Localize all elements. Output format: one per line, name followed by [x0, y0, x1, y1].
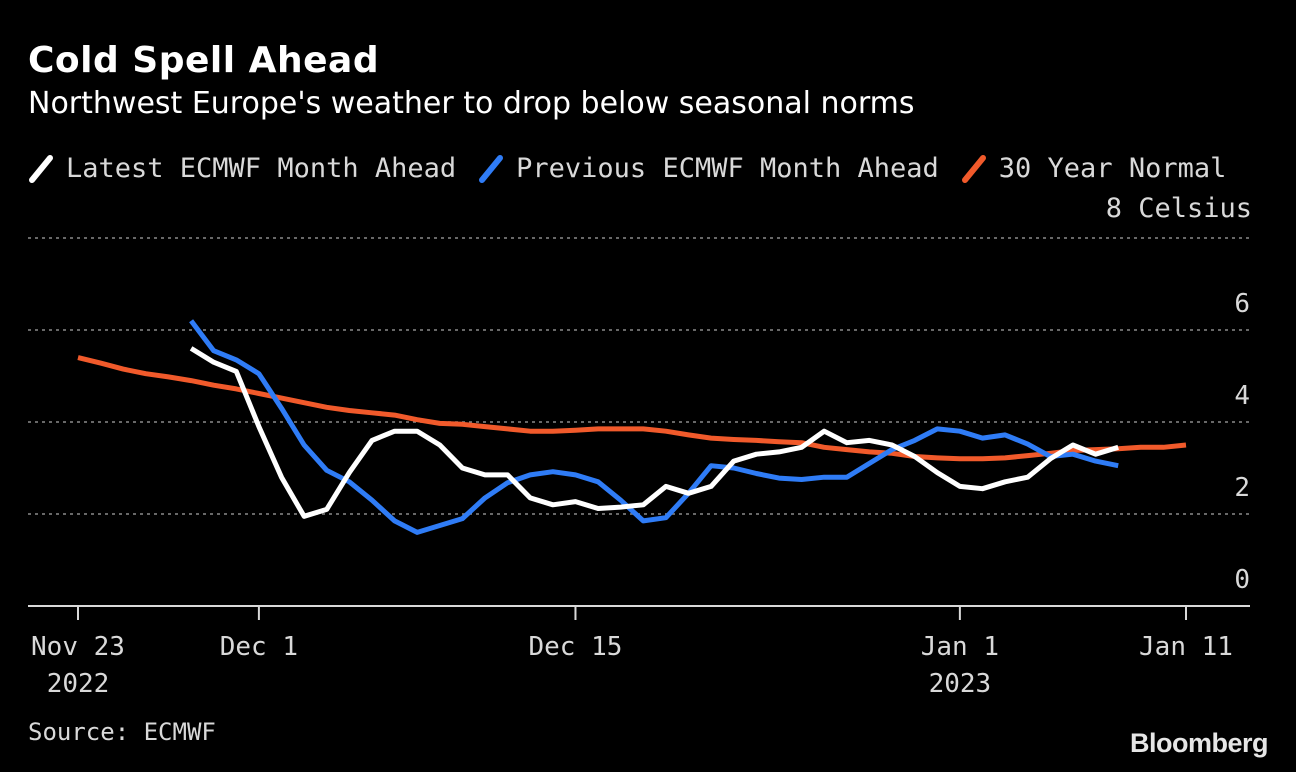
series-line-latest [189, 346, 1119, 519]
y-tick-label-2: 2 [1234, 473, 1250, 503]
bloomberg-logo: Bloomberg [1129, 728, 1269, 758]
y-tick-label-6: 6 [1234, 289, 1250, 319]
y-tick-label-4: 4 [1234, 381, 1250, 411]
source-note: Source: ECMWF [28, 718, 216, 746]
legend-swatch-normal [961, 155, 986, 183]
y-tick-label-0: 0 [1234, 565, 1250, 595]
x-tick-sublabel-0: 2022 [47, 669, 110, 699]
x-tick-label-0: Nov 23 [31, 632, 125, 662]
legend-label-latest: Latest ECMWF Month Ahead [66, 152, 457, 184]
series-lines [77, 319, 1187, 535]
x-axis: Nov 23 2022 Dec 1 Dec 15 Jan 1 2023 Jan 11 [28, 605, 1250, 699]
legend-item-normal: 30 Year Normal [961, 152, 1227, 184]
legend: Latest ECMWF Month Ahead Previous ECMWF … [28, 148, 1248, 188]
legend-label-normal: 30 Year Normal [998, 152, 1227, 184]
x-tick-sublabel-3: 2023 [929, 669, 992, 699]
legend-swatch-previous [479, 155, 504, 183]
gridlines: 0 2 4 6 [28, 237, 1250, 595]
y-axis-unit-label: 8 Celsius [1105, 193, 1252, 224]
series-line-normal [77, 355, 1187, 462]
x-tick-label-1: Dec 1 [220, 632, 298, 662]
chart-title: Cold Spell Ahead [28, 40, 380, 81]
legend-label-previous: Previous ECMWF Month Ahead [516, 152, 939, 184]
legend-item-latest: Latest ECMWF Month Ahead [28, 153, 456, 184]
legend-swatch-latest [29, 155, 53, 183]
x-tick-label-2: Dec 15 [529, 632, 623, 662]
chart-subtitle: Northwest Europe's weather to drop below… [28, 86, 915, 121]
x-tick-label-4: Jan 11 [1139, 632, 1233, 662]
legend-item-previous: Previous ECMWF Month Ahead [478, 153, 939, 184]
x-tick-label-3: Jan 1 [921, 632, 999, 662]
